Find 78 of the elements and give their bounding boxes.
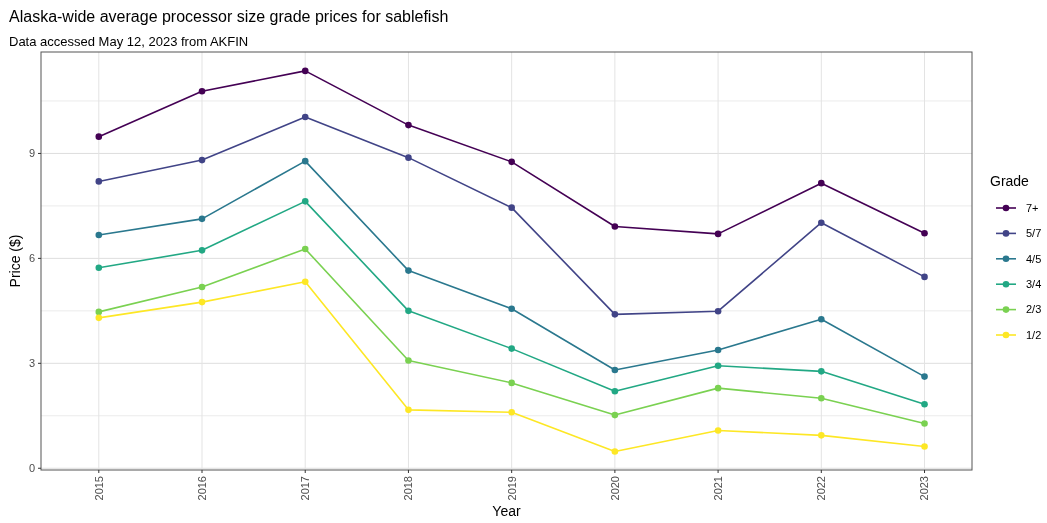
point <box>508 408 515 416</box>
x-tick-label: 2016 <box>195 476 208 501</box>
point <box>95 178 103 185</box>
point <box>921 420 928 427</box>
point <box>301 198 309 205</box>
point <box>611 311 619 318</box>
point <box>198 215 206 223</box>
point <box>714 427 722 434</box>
point <box>405 357 412 364</box>
point <box>405 307 412 315</box>
y-tick-label: 6 <box>28 252 35 265</box>
point <box>818 368 825 375</box>
point <box>508 379 515 387</box>
x-tick-label: 2022 <box>815 476 828 501</box>
point <box>818 315 825 323</box>
point <box>818 432 825 439</box>
point <box>301 278 309 286</box>
y-tick-label: 3 <box>28 357 35 370</box>
x-tick-label: 2019 <box>505 476 518 501</box>
y-tick-label: 9 <box>28 147 35 160</box>
point <box>95 314 103 322</box>
point <box>611 388 619 395</box>
point <box>405 121 412 129</box>
y-tick-label: 0 <box>28 462 35 475</box>
chart-title: Alaska-wide average processor size grade prices for sablefish <box>9 8 449 25</box>
point <box>508 305 515 313</box>
point <box>921 229 928 237</box>
legend-label: 1/2 <box>1026 328 1042 341</box>
x-tick-label: 2020 <box>608 476 621 501</box>
point <box>301 67 309 75</box>
legend-label: 3/4 <box>1026 278 1042 291</box>
point <box>611 366 619 374</box>
legend-label: 2/3 <box>1026 303 1042 316</box>
legend-label: 5/7 <box>1026 227 1042 240</box>
point <box>95 133 103 140</box>
point <box>818 219 825 226</box>
point <box>198 87 206 95</box>
point <box>301 245 309 253</box>
point <box>921 400 928 408</box>
point <box>95 264 103 272</box>
chart-subtitle: Data accessed May 12, 2023 from AKFIN <box>9 34 249 49</box>
point <box>95 231 103 239</box>
point <box>714 362 722 370</box>
point <box>198 247 206 254</box>
point <box>714 346 722 354</box>
point <box>405 267 412 274</box>
point <box>818 394 825 402</box>
x-tick-label: 2023 <box>918 476 931 501</box>
point <box>714 384 722 392</box>
x-tick-label: 2015 <box>92 476 105 501</box>
point <box>611 411 619 419</box>
point <box>301 157 309 165</box>
point <box>921 273 928 281</box>
point <box>405 154 412 161</box>
legend-title: Grade <box>990 173 1030 189</box>
point <box>508 158 515 166</box>
point <box>405 406 412 414</box>
x-tick-label: 2021 <box>711 476 724 501</box>
point <box>198 283 206 291</box>
point <box>508 345 515 352</box>
point <box>714 230 722 238</box>
point <box>714 307 722 315</box>
legend-label: 4/5 <box>1026 252 1042 265</box>
point <box>921 373 928 380</box>
x-axis-title: Year <box>492 503 521 519</box>
point <box>198 298 206 306</box>
point <box>198 156 206 164</box>
x-tick-label: 2017 <box>299 476 312 501</box>
point <box>95 308 103 316</box>
legend-label: 7+ <box>1026 201 1039 214</box>
point <box>301 113 309 121</box>
x-tick-label: 2018 <box>402 476 415 501</box>
point <box>921 443 928 450</box>
point <box>508 204 515 211</box>
point <box>611 448 619 455</box>
point <box>818 179 825 187</box>
y-axis-title: Price ($) <box>7 234 23 288</box>
point <box>611 223 619 230</box>
